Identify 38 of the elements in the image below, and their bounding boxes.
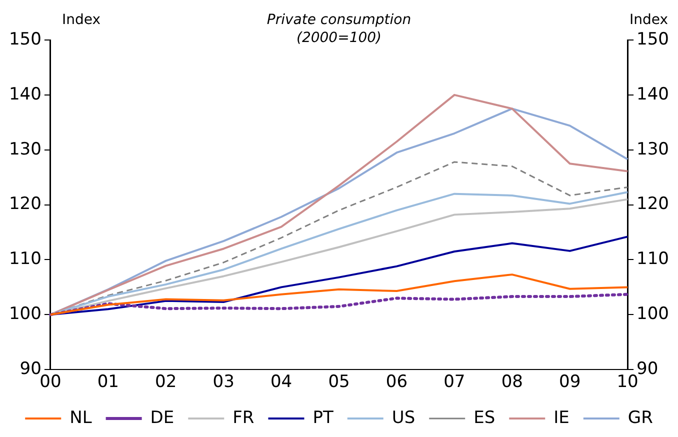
y-tick-label: 130 [8, 139, 42, 160]
y2-axis-title: Index [629, 12, 668, 28]
y-tick-label: 120 [8, 194, 42, 214]
x-tick-label: 08 [501, 372, 523, 392]
legend-label: US [392, 408, 416, 428]
y2-tick-label: 90 [636, 359, 658, 380]
chart-subtitle: (2000=100) [296, 30, 382, 46]
x-tick-label: 09 [559, 372, 581, 392]
x-tick-label: 04 [270, 372, 292, 392]
y2-tick-label: 120 [636, 194, 670, 214]
x-tick-label: 02 [155, 372, 177, 392]
x-tick-label: 00 [40, 372, 62, 392]
legend-label: DE [150, 408, 174, 428]
legend-label: FR [232, 408, 254, 428]
x-tick-label: 01 [97, 372, 119, 392]
x-tick-label: 03 [212, 372, 234, 392]
y-tick-label: 100 [8, 304, 42, 324]
y2-tick-label: 150 [636, 29, 670, 50]
y-tick-label: 140 [8, 84, 42, 104]
y2-tick-label: 100 [636, 304, 670, 324]
legend-label: NL [70, 408, 92, 428]
x-tick-label: 10 [616, 372, 638, 392]
y-tick-label: 150 [8, 29, 42, 50]
y2-tick-label: 130 [636, 139, 670, 160]
legend-label: PT [312, 408, 334, 428]
y2-tick-label: 110 [636, 249, 670, 270]
legend-label: ES [474, 408, 496, 428]
chart-title: Private consumption [266, 12, 412, 28]
y-axis-title: Index [62, 12, 101, 28]
y-tick-label: 90 [20, 359, 42, 380]
x-tick-label: 06 [386, 372, 408, 392]
y-tick-label: 110 [8, 249, 42, 270]
line-series [48, 292, 630, 316]
y2-tick-label: 140 [636, 84, 670, 104]
x-tick-label: 05 [328, 372, 350, 392]
x-tick-label: 07 [444, 372, 466, 392]
legend-label: IE [554, 408, 570, 428]
legend-label: GR [628, 408, 654, 428]
